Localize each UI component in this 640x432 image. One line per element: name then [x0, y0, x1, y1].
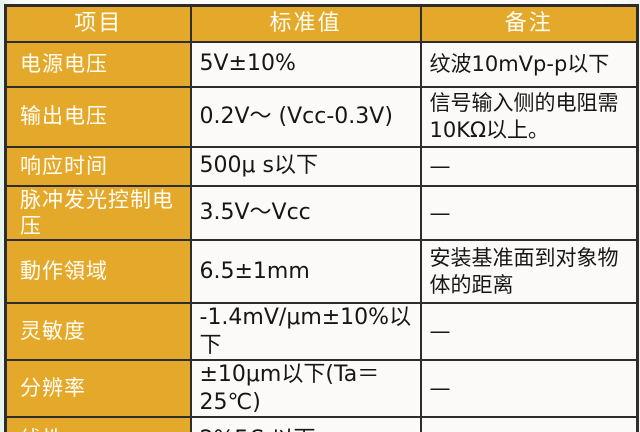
table-cell-value: 5V±10%	[189, 40, 422, 88]
table-cell-value: 2%F.S.以下	[189, 416, 422, 432]
table-cell-item: 動作領域	[4, 239, 192, 304]
table-row: 灵敏度 -1.4mV/μm±10%以下 —	[4, 302, 639, 361]
header-item: 项目	[4, 4, 192, 43]
table-row: 响应时间 500μ s以下 —	[4, 145, 639, 187]
table-cell-note: 安装基准面到对象物体的距离	[419, 239, 639, 304]
table-row: 動作領域 6.5±1mm 安装基准面到对象物体的距离	[4, 239, 639, 304]
table-cell-item: 响应时间	[4, 145, 192, 187]
table-cell-note: —	[419, 302, 639, 361]
table-row: 分辨率 ±10μm以下(Ta＝25℃) —	[4, 359, 639, 418]
table-cell-note: —	[419, 184, 639, 241]
table-row: 电源电压 5V±10% 纹波10mVp-p以下	[4, 40, 639, 88]
table-cell-note: 信号输入侧的电阻需10KΩ以上。	[419, 85, 639, 148]
table-cell-value: 6.5±1mm	[189, 239, 422, 304]
spec-table: 项目 标准值 备注 电源电压 5V±10% 纹波10mVp-p以下 输出电压 0…	[4, 4, 639, 432]
table-cell-item: 灵敏度	[4, 302, 192, 361]
table-cell-value: ±10μm以下(Ta＝25℃)	[189, 359, 422, 418]
table-cell-item: 分辨率	[4, 359, 192, 418]
header-note: 备注	[419, 4, 639, 43]
table-cell-note: —	[419, 416, 639, 432]
table-cell-note: 纹波10mVp-p以下	[419, 40, 639, 88]
table-cell-note: —	[419, 359, 639, 418]
table-cell-item: 输出电压	[4, 85, 192, 148]
table-cell-note: —	[419, 145, 639, 187]
table-cell-value: 3.5V～Vcc	[189, 184, 422, 241]
table-cell-item: 电源电压	[4, 40, 192, 88]
table-header-row: 项目 标准值 备注	[4, 4, 639, 43]
table-row: 线性 2%F.S.以下 —	[4, 416, 639, 432]
table-row: 输出电压 0.2V～ (Vcc-0.3V) 信号输入侧的电阻需10KΩ以上。	[4, 85, 639, 148]
table-cell-item: 脉冲发光控制电压	[4, 184, 192, 241]
table-cell-value: 0.2V～ (Vcc-0.3V)	[189, 85, 422, 148]
table-cell-value: -1.4mV/μm±10%以下	[189, 302, 422, 361]
table-cell-value: 500μ s以下	[189, 145, 422, 187]
table-row: 脉冲发光控制电压 3.5V～Vcc —	[4, 184, 639, 241]
table-cell-item: 线性	[4, 416, 192, 432]
header-value: 标准值	[189, 4, 422, 43]
